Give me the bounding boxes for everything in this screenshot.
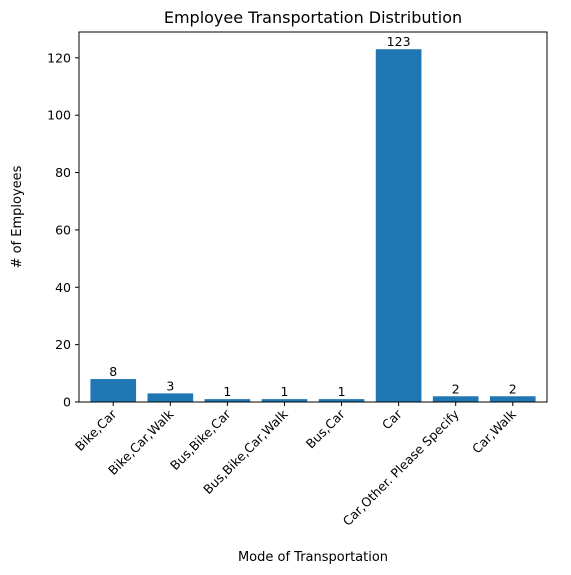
bar-value-label: 8 [109, 364, 117, 379]
bar [318, 399, 365, 402]
y-axis-label: # of Employees [10, 165, 25, 268]
bar [489, 396, 536, 402]
value-labels: 8 3 1 1 1 123 2 2 [109, 34, 516, 399]
bar [90, 379, 137, 402]
bar-value-label: 2 [509, 381, 517, 396]
plot-frame [78, 31, 548, 403]
bar-value-label: 123 [387, 34, 411, 49]
x-tick-label: Bike,Car [72, 406, 120, 454]
chart-title: Employee Transportation Distribution [164, 8, 462, 27]
y-tick-label: 60 [55, 222, 71, 237]
bar-value-label: 1 [280, 384, 288, 399]
y-tick-label: 40 [55, 280, 71, 295]
bar [147, 393, 194, 402]
bar-value-label: 1 [223, 384, 231, 399]
bar [204, 399, 251, 402]
y-tick-label: 120 [47, 50, 71, 65]
x-tick-label: Car [379, 406, 405, 432]
bar [261, 399, 308, 402]
y-axis: 0 20 40 60 80 100 120 [47, 50, 79, 410]
y-tick-label: 100 [47, 108, 71, 123]
y-tick-label: 0 [63, 395, 71, 410]
bar-value-label: 1 [338, 384, 346, 399]
x-tick-label: Car,Other. Please Specify [340, 406, 463, 529]
bar-value-label: 3 [166, 378, 174, 393]
bar [375, 49, 422, 403]
y-tick-label: 80 [55, 165, 71, 180]
x-tick-label: Bus,Car [303, 406, 349, 452]
x-axis: Bike,CarBike,Car,WalkBus,Bike,CarBus,Bik… [72, 402, 519, 529]
bars [90, 49, 536, 403]
y-tick-label: 20 [55, 337, 71, 352]
bar [432, 396, 479, 402]
x-tick-label: Car,Walk [469, 406, 519, 456]
bar-value-label: 2 [452, 381, 460, 396]
x-axis-label: Mode of Transportation [238, 550, 388, 565]
